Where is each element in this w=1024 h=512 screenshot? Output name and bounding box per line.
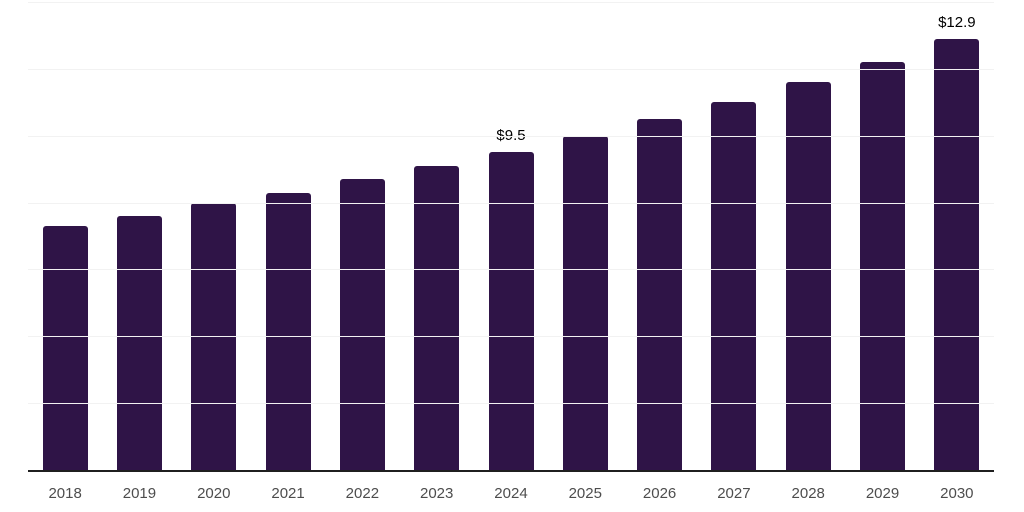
bar-2018 <box>42 225 88 470</box>
bar-2024 <box>488 152 534 470</box>
bar-2026 <box>637 119 683 470</box>
data-label-2030: $12.9 <box>938 13 976 31</box>
x-tick-label-2026: 2026 <box>642 485 677 502</box>
x-tick-label-2025: 2025 <box>568 485 602 502</box>
bar-2028 <box>785 82 831 470</box>
x-tick-label-2018: 2018 <box>48 485 82 502</box>
x-tick-label-2020: 2020 <box>197 485 231 502</box>
bar-2023 <box>414 165 460 470</box>
bar-2021 <box>265 192 311 470</box>
bar-2027 <box>711 102 757 470</box>
gridline-y-10 <box>28 135 994 137</box>
gridline-y-14 <box>28 2 994 3</box>
bar-2030 <box>934 38 980 470</box>
x-tick-label-2029: 2029 <box>865 485 900 502</box>
x-tick-label-2027: 2027 <box>717 485 751 502</box>
x-tick-label-2030: 2030 <box>940 485 974 502</box>
gridline-y-4 <box>28 336 994 338</box>
bar-2025 <box>562 135 608 470</box>
gridline-y-8 <box>28 202 994 204</box>
bar-2029 <box>860 62 906 470</box>
x-tick-label-2028: 2028 <box>791 485 825 502</box>
x-tick-label-2019: 2019 <box>122 485 157 502</box>
x-tick-label-2021: 2021 <box>271 485 305 502</box>
gridline-y-6 <box>28 269 994 271</box>
bar-2022 <box>339 179 385 470</box>
gridline-y-2 <box>28 403 994 405</box>
x-tick-label-2022: 2022 <box>345 485 380 502</box>
bar-2020 <box>191 202 237 470</box>
x-axis-line <box>28 470 994 472</box>
x-tick-label-2023: 2023 <box>419 485 454 502</box>
bar-2019 <box>116 215 162 470</box>
x-tick-label-2024: 2024 <box>494 485 528 502</box>
gridline-y-12 <box>28 68 994 70</box>
